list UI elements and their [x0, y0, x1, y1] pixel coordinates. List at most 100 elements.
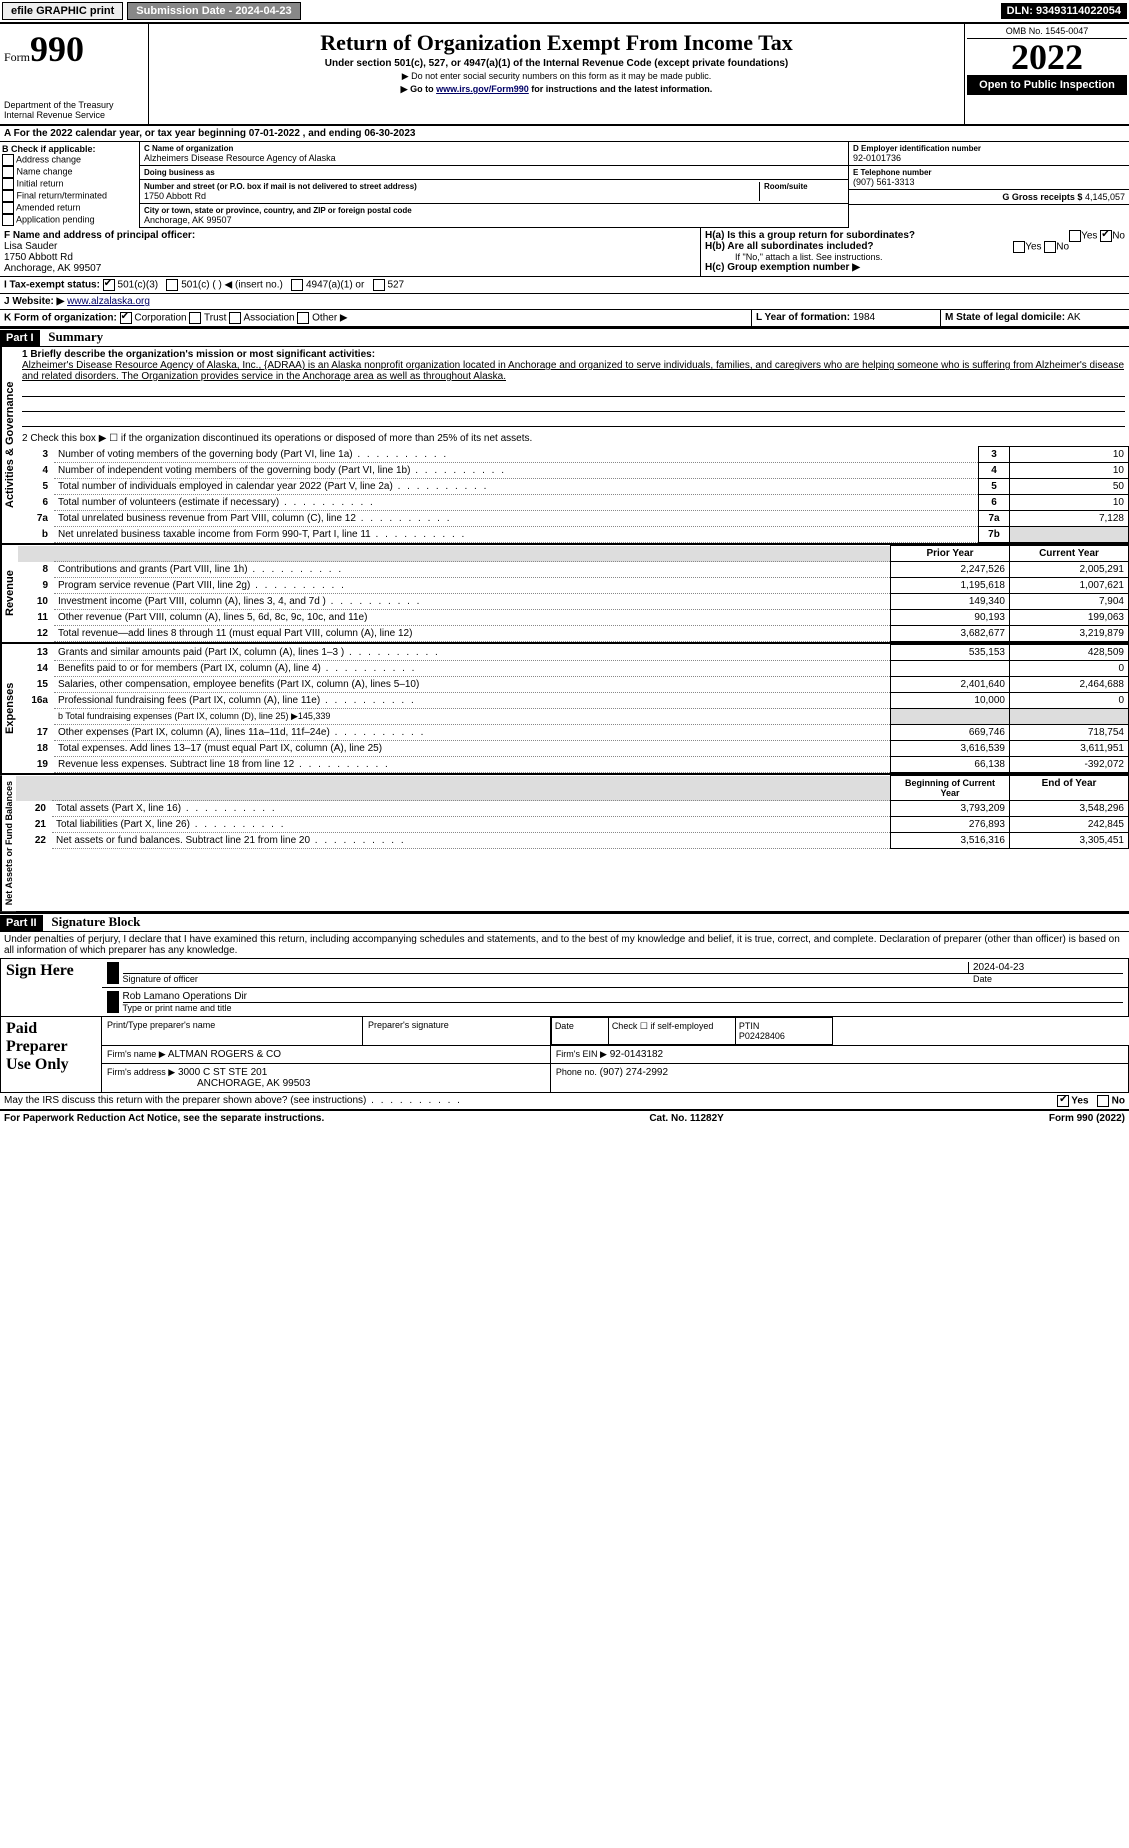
- blank-line-2: [22, 399, 1125, 412]
- ha-no-chk[interactable]: [1100, 230, 1112, 242]
- table-row: 8Contributions and grants (Part VIII, li…: [18, 562, 1129, 578]
- preparer-header-row: Paid Preparer Use Only Print/Type prepar…: [1, 1017, 1129, 1046]
- chk-name-change[interactable]: Name change: [2, 166, 137, 178]
- goto-line: ▶ Go to www.irs.gov/Form990 for instruct…: [153, 84, 960, 95]
- prep-date-label: Date: [552, 1018, 609, 1044]
- table-row: 22Net assets or fund balances. Subtract …: [16, 833, 1129, 849]
- may-irs-yes-chk[interactable]: [1057, 1095, 1069, 1107]
- table-row: Prior YearCurrent Year: [18, 546, 1129, 562]
- self-employed-check[interactable]: Check ☐ if self-employed: [609, 1018, 736, 1044]
- may-irs-no-chk[interactable]: [1097, 1095, 1109, 1107]
- chk-final-return[interactable]: Final return/terminated: [2, 190, 137, 202]
- website-label: J Website: ▶: [4, 296, 67, 307]
- net-assets-section: Net Assets or Fund Balances Beginning of…: [0, 775, 1129, 913]
- hb-label: H(b) Are all subordinates included?: [705, 241, 874, 252]
- part2-num: Part II: [0, 915, 43, 931]
- mission-text: Alzheimer's Disease Resource Agency of A…: [22, 360, 1124, 382]
- website-value[interactable]: www.alzalaska.org: [67, 296, 150, 307]
- chk-501c3[interactable]: [103, 279, 115, 291]
- table-row: 4Number of independent voting members of…: [18, 463, 1129, 479]
- part1-num: Part I: [0, 330, 40, 346]
- fh-row: F Name and address of principal officer:…: [0, 228, 1129, 277]
- phone-label-e: E Telephone number: [853, 168, 1125, 177]
- col-end-year: End of Year: [1010, 776, 1129, 801]
- expenses-section: Expenses 13Grants and similar amounts pa…: [0, 644, 1129, 775]
- table-row: b Total fundraising expenses (Part IX, c…: [18, 709, 1129, 725]
- prep-name-label: Print/Type preparer's name: [102, 1017, 363, 1046]
- table-row: 13Grants and similar amounts paid (Part …: [18, 645, 1129, 661]
- col-current-year: Current Year: [1010, 546, 1129, 562]
- tab-revenue: Revenue: [0, 545, 18, 642]
- tab-expenses: Expenses: [0, 644, 18, 773]
- firm-name-label: Firm's name ▶: [107, 1049, 166, 1059]
- firm-addr2-value: ANCHORAGE, AK 99503: [107, 1078, 310, 1089]
- firm-addr-label: Firm's address ▶: [107, 1067, 175, 1077]
- irs-link[interactable]: www.irs.gov/Form990: [436, 84, 529, 94]
- box-i-row: I Tax-exempt status: 501(c)(3) 501(c) ( …: [0, 277, 1129, 294]
- name-title-row: Rob Lamano Operations Dir Type or print …: [1, 988, 1129, 1017]
- hb-yes-chk[interactable]: [1013, 241, 1025, 253]
- chk-527[interactable]: [373, 279, 385, 291]
- hc-label: H(c) Group exemption number ▶: [705, 262, 1125, 273]
- ha-yes-chk[interactable]: [1069, 230, 1081, 242]
- identity-block: B Check if applicable: Address change Na…: [0, 142, 1129, 228]
- form-number: Form990: [4, 28, 144, 70]
- hb-no-chk[interactable]: [1044, 241, 1056, 253]
- l2-discontinued: 2 Check this box ▶ ☐ if the organization…: [18, 431, 1129, 446]
- chk-corp[interactable]: [120, 312, 132, 324]
- table-row: 21Total liabilities (Part X, line 26)276…: [16, 817, 1129, 833]
- form-title: Return of Organization Exempt From Incom…: [153, 30, 960, 56]
- name-title-label: Type or print name and title: [123, 1003, 1124, 1013]
- part1-header: Part I Summary: [0, 328, 1129, 347]
- firm-phone-label: Phone no.: [556, 1067, 597, 1077]
- box-c-org-info: C Name of organization Alzheimers Diseas…: [140, 142, 848, 228]
- chk-assoc[interactable]: [229, 312, 241, 324]
- chk-app-pending[interactable]: Application pending: [2, 214, 137, 226]
- state-domicile-label: M State of legal domicile:: [945, 312, 1065, 323]
- firm-ein-value: 92-0143182: [610, 1049, 663, 1060]
- table-row: 6Total number of volunteers (estimate if…: [18, 495, 1129, 511]
- cat-number: Cat. No. 11282Y: [649, 1113, 723, 1124]
- phone-value-e: (907) 561-3313: [853, 177, 1125, 187]
- dln-badge: DLN: 93493114022054: [1001, 3, 1127, 19]
- col-beginning-year: Beginning of Current Year: [891, 776, 1010, 801]
- submission-date-badge: Submission Date - 2024-04-23: [127, 2, 300, 20]
- box-deg: D Employer identification number 92-0101…: [848, 142, 1129, 228]
- blank-line-3: [22, 414, 1125, 427]
- ptin-value: P02428406: [739, 1031, 785, 1041]
- box-j-row: J Website: ▶ www.alzalaska.org: [0, 294, 1129, 310]
- expenses-table: 13Grants and similar amounts paid (Part …: [18, 644, 1129, 773]
- firm-addr-value: 3000 C ST STE 201: [178, 1067, 267, 1078]
- chk-amended[interactable]: Amended return: [2, 202, 137, 214]
- table-row: 19Revenue less expenses. Subtract line 1…: [18, 757, 1129, 773]
- chk-initial-return[interactable]: Initial return: [2, 178, 137, 190]
- table-row: 7aTotal unrelated business revenue from …: [18, 511, 1129, 527]
- revenue-table: Prior YearCurrent Year 8Contributions an…: [18, 545, 1129, 642]
- form-org-label: K Form of organization:: [4, 313, 117, 324]
- chk-other[interactable]: [297, 312, 309, 324]
- paid-preparer-label: Paid Preparer Use Only: [1, 1017, 102, 1093]
- city-label: City or town, state or province, country…: [144, 206, 844, 215]
- may-irs-row: May the IRS discuss this return with the…: [0, 1093, 1129, 1110]
- chk-501c[interactable]: [166, 279, 178, 291]
- table-row: 14Benefits paid to or for members (Part …: [18, 661, 1129, 677]
- chk-trust[interactable]: [189, 312, 201, 324]
- l1-label: 1 Briefly describe the organization's mi…: [22, 349, 375, 360]
- chk-address-change[interactable]: Address change: [2, 154, 137, 166]
- part1-title: Summary: [48, 329, 103, 344]
- prep-sig-label: Preparer's signature: [363, 1017, 551, 1046]
- governance-table: 3Number of voting members of the governi…: [18, 446, 1129, 543]
- chk-4947[interactable]: [291, 279, 303, 291]
- part2-title: Signature Block: [51, 914, 140, 929]
- irs-label: Internal Revenue Service: [4, 110, 144, 120]
- year-formation-label: L Year of formation:: [756, 312, 850, 323]
- part2-header: Part II Signature Block: [0, 913, 1129, 932]
- officer-name-title: Rob Lamano Operations Dir: [123, 991, 1124, 1003]
- tax-year: 2022: [967, 39, 1127, 75]
- table-row: Beginning of Current YearEnd of Year: [16, 776, 1129, 801]
- table-row: bNet unrelated business taxable income f…: [18, 527, 1129, 543]
- table-row: 3Number of voting members of the governi…: [18, 447, 1129, 463]
- form-subtitle: Under section 501(c), 527, or 4947(a)(1)…: [153, 58, 960, 69]
- ein-value: 92-0101736: [853, 153, 1125, 163]
- tab-activities-governance: Activities & Governance: [0, 347, 18, 543]
